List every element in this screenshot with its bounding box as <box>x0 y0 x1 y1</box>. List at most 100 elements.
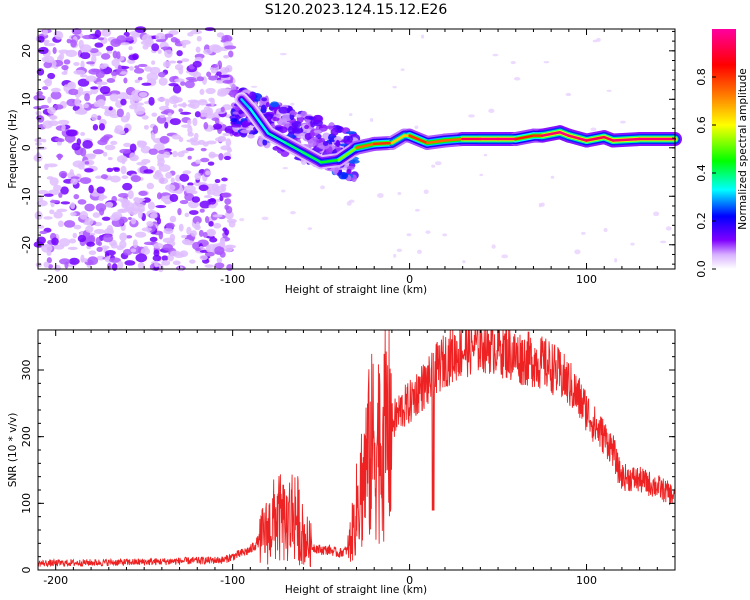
spectrogram-noise-cell <box>42 39 50 44</box>
spectrogram-noise-cell <box>45 163 58 168</box>
spectrogram-noise-cell <box>224 244 233 253</box>
spectrogram-noise-cell <box>59 258 71 265</box>
spectrogram-noise-cell <box>42 28 48 36</box>
spectrogram-noise-cell <box>159 114 166 118</box>
ridge-core <box>408 134 429 145</box>
spectrogram-noise-cell <box>105 250 116 256</box>
spectrogram-noise-cell <box>192 71 202 79</box>
spectrogram-noise-cell <box>96 246 103 252</box>
spectrogram-noise-cell <box>85 225 94 233</box>
spectrogram-noise-cell <box>212 123 223 130</box>
spectrogram-faint-cell <box>491 244 496 249</box>
spectrogram-noise-cell <box>129 143 137 153</box>
spectrogram-noise-cell <box>152 254 162 262</box>
spectrogram-noise-cell <box>123 77 128 84</box>
spectrogram-noise-cell <box>33 106 45 110</box>
spectrogram-noise-cell <box>92 149 104 155</box>
spectrogram-faint-cell <box>307 227 313 230</box>
y-tick-label: -20 <box>20 236 33 254</box>
spectrogram-noise-cell <box>84 168 94 173</box>
spectrogram-noise-cell <box>199 254 208 261</box>
spectrogram-transition-cell <box>310 129 315 139</box>
spectrogram-noise-cell <box>71 27 82 35</box>
spectrogram-noise-cell <box>121 175 129 180</box>
y-tick-label: -10 <box>20 187 33 205</box>
spectrogram-noise-cell <box>149 80 157 85</box>
spectrogram-noise-cell <box>119 148 131 154</box>
spectrogram-faint-cell <box>462 260 466 264</box>
spectrogram-faint-cell <box>279 52 287 56</box>
spectrogram-noise-cell <box>143 169 154 174</box>
ridge-core <box>567 134 588 142</box>
spectrogram-noise-cell <box>111 263 118 271</box>
spectrogram-noise-cell <box>59 238 71 247</box>
spectrogram-noise-cell <box>133 208 146 212</box>
spectrogram-noise-cell <box>214 178 221 184</box>
spectrogram-noise-cell <box>190 29 203 35</box>
spectrogram-noise-cell <box>218 74 230 78</box>
spectrogram-noise-cell <box>84 93 90 102</box>
spectrogram-faint-cell <box>665 226 672 231</box>
spectrogram-faint-cell <box>320 185 326 190</box>
spectrogram-noise-cell <box>37 35 45 43</box>
spectrogram-noise-cell <box>105 45 114 52</box>
spectrogram-noise-cell <box>80 254 85 263</box>
spectrogram-noise-cell <box>69 169 74 176</box>
spectrogram-noise-cell <box>187 32 194 37</box>
spectrogram-noise-cell <box>161 260 171 266</box>
colorbar-tick-label: 0.8 <box>695 68 708 86</box>
spectrogram-noise-cell <box>35 110 42 116</box>
spectrogram-noise-cell <box>111 59 120 67</box>
colorbar: 0.0 0.2 0.4 0.6 0.8 Normalized spectral ampl… <box>695 29 749 278</box>
spectrogram-noise-cell <box>80 147 87 157</box>
spectrogram-noise-cell <box>187 182 194 186</box>
spectrogram-noise-cell <box>101 135 110 141</box>
snr-ticks: -200 -100 0 100 0 100 200 300 <box>20 329 676 587</box>
spectrogram-noise-cell <box>97 241 103 247</box>
spectrogram-faint-cell <box>581 231 586 235</box>
spectrogram-noise-cell <box>36 236 46 245</box>
spectrogram-noise-cell <box>207 161 215 166</box>
spectrogram-faint-cell <box>590 127 597 132</box>
spectrogram-transition-cell <box>322 141 329 146</box>
spectrogram-noise-cell <box>168 60 177 64</box>
spectrogram-noise-cell <box>224 204 229 210</box>
spectrogram-noise-cell <box>84 161 90 165</box>
spectrogram-noise-cell <box>179 250 189 258</box>
spectrogram-transition-cell <box>312 136 318 142</box>
spectrogram-ridge <box>234 92 682 170</box>
spectrogram-noise-cell <box>72 160 85 168</box>
spectrogram-noise-cell <box>189 259 196 264</box>
spectrogram-transition-cell <box>330 128 339 136</box>
spectrogram-faint-cell <box>538 202 542 208</box>
spectrogram-noise-cell <box>61 71 68 76</box>
y-tick-label: 0 <box>20 144 33 151</box>
spectrogram-faint-cell <box>479 173 484 177</box>
spectrogram-noise-cell <box>102 234 114 243</box>
spectrogram-transition-cell <box>289 111 298 116</box>
spectrogram-noise-cell <box>92 212 101 218</box>
spectrogram-transition-cell <box>312 114 323 123</box>
spectrogram-noise-cell <box>149 66 161 75</box>
spectrogram-noise-cell <box>101 216 111 221</box>
spectrogram-noise-cell <box>205 87 216 95</box>
spectrogram-noise-cell <box>129 152 136 161</box>
spectrogram-noise-cell <box>163 151 171 158</box>
spectrogram-noise-cell <box>107 156 113 161</box>
spectrogram-transition-cell <box>304 124 309 130</box>
spectrogram-faint-cell <box>510 61 516 65</box>
spectrogram-noise-cell <box>173 104 178 108</box>
spectrogram-noise-cell <box>58 49 70 54</box>
spectrogram-noise-cell <box>164 121 169 129</box>
ridge-core <box>249 107 270 135</box>
spectrogram-noise-cell <box>144 66 153 72</box>
spectrogram-noise-cell <box>82 139 93 149</box>
spectrogram-transition-cell <box>304 132 312 141</box>
spectrogram-faint-cell <box>606 89 612 92</box>
spectrogram-noise-cell <box>150 131 156 141</box>
spectrogram-noise-cell <box>164 33 174 38</box>
spectrogram-faint-cell <box>421 34 425 39</box>
spectrogram-noise-cell <box>196 76 205 82</box>
spectrogram-faint-cell <box>250 85 258 88</box>
spectrogram-noise-cell <box>140 247 151 255</box>
